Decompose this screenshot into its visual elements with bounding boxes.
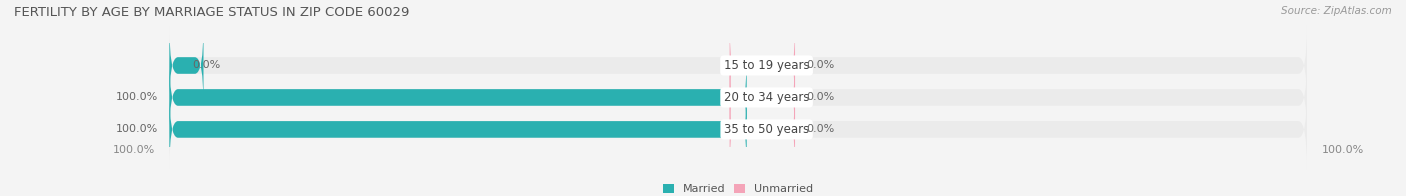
- Text: 35 to 50 years: 35 to 50 years: [724, 123, 810, 136]
- FancyBboxPatch shape: [169, 58, 747, 137]
- FancyBboxPatch shape: [169, 58, 1308, 137]
- Text: 100.0%: 100.0%: [1322, 145, 1364, 155]
- FancyBboxPatch shape: [169, 26, 1308, 105]
- Text: 100.0%: 100.0%: [112, 145, 155, 155]
- FancyBboxPatch shape: [730, 58, 794, 137]
- Text: Source: ZipAtlas.com: Source: ZipAtlas.com: [1281, 6, 1392, 16]
- FancyBboxPatch shape: [730, 26, 794, 105]
- Legend: Married, Unmarried: Married, Unmarried: [658, 179, 818, 196]
- Text: 0.0%: 0.0%: [807, 61, 835, 71]
- FancyBboxPatch shape: [169, 90, 1308, 169]
- Text: FERTILITY BY AGE BY MARRIAGE STATUS IN ZIP CODE 60029: FERTILITY BY AGE BY MARRIAGE STATUS IN Z…: [14, 6, 409, 19]
- FancyBboxPatch shape: [169, 90, 747, 169]
- FancyBboxPatch shape: [169, 26, 204, 105]
- FancyBboxPatch shape: [730, 90, 794, 169]
- Text: 20 to 34 years: 20 to 34 years: [724, 91, 810, 104]
- Text: 0.0%: 0.0%: [807, 124, 835, 134]
- Text: 15 to 19 years: 15 to 19 years: [724, 59, 810, 72]
- Text: 100.0%: 100.0%: [115, 93, 157, 103]
- Text: 0.0%: 0.0%: [807, 93, 835, 103]
- Text: 0.0%: 0.0%: [193, 61, 221, 71]
- Text: 100.0%: 100.0%: [115, 124, 157, 134]
